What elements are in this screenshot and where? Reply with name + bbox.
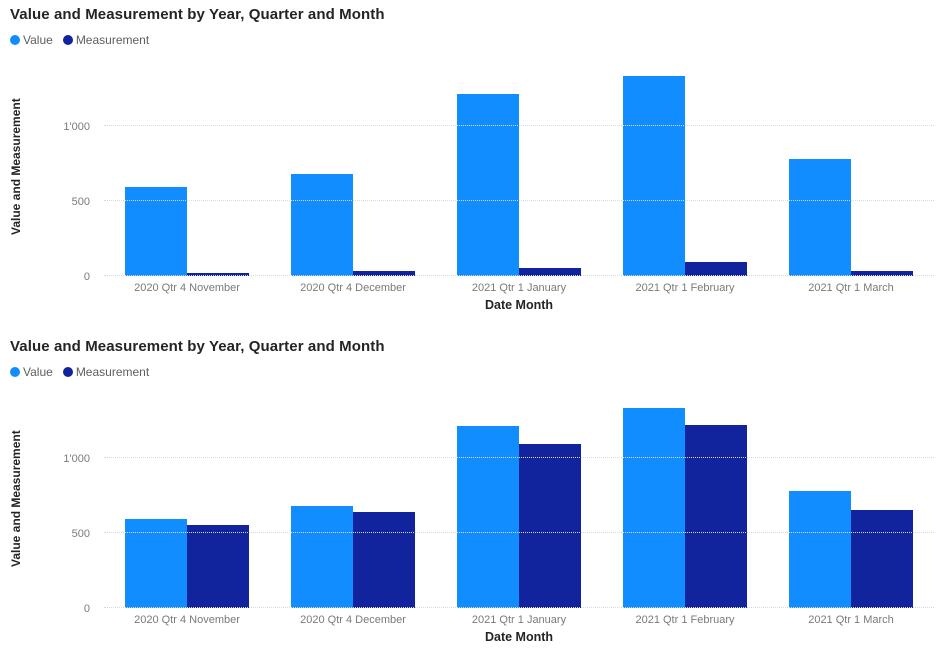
x-axis-title: Date Month: [484, 298, 554, 312]
x-axis-title: Date Month: [484, 630, 554, 644]
x-tick-label: 2021 Qtr 1 January: [471, 282, 567, 294]
legend-label: Measurement: [75, 33, 150, 47]
bar-measurement[interactable]: [685, 262, 747, 276]
gridline: [104, 124, 934, 126]
bar-group: [602, 390, 768, 608]
bar-measurement[interactable]: [519, 444, 581, 608]
bar-measurement[interactable]: [187, 273, 249, 276]
legend: Value Measurement: [10, 32, 934, 48]
bar-value[interactable]: [125, 187, 187, 276]
bar-chart-top: Value and Measurement by Year, Quarter a…: [8, 6, 934, 312]
x-labels: 2020 Qtr 4 November 2020 Qtr 4 December 20…: [104, 614, 934, 626]
plot-column: 2020 Qtr 4 November 2020 Qtr 4 December 20…: [104, 58, 934, 312]
bar-value[interactable]: [125, 519, 187, 608]
legend-dot-icon: [62, 35, 73, 45]
y-tick-label: 500: [71, 527, 90, 540]
y-axis-title: Value and Measurement: [9, 430, 23, 568]
legend-label: Value: [23, 33, 53, 47]
bar-chart-bottom: Value and Measurement by Year, Quarter a…: [0, 332, 940, 664]
y-tick-label: 1'000: [63, 120, 90, 133]
legend-item-value[interactable]: Value: [10, 33, 53, 47]
x-labels: 2020 Qtr 4 November 2020 Qtr 4 December 20…: [104, 282, 934, 294]
bar-measurement[interactable]: [685, 424, 747, 608]
legend-label: Value: [23, 365, 53, 379]
bar-group: [436, 390, 602, 608]
y-axis-title: Value and Measurement: [9, 98, 23, 236]
y-tick-label: 1'000: [63, 452, 90, 465]
y-tick-label: 0: [83, 603, 90, 615]
legend-item-value[interactable]: Value: [10, 365, 53, 379]
bar-group: [768, 58, 934, 276]
bar-group: [104, 58, 270, 276]
bar-group: [436, 58, 602, 276]
bar-measurement[interactable]: [519, 268, 581, 276]
bar-group: [768, 390, 934, 608]
gridline: [104, 275, 934, 276]
legend-dot-icon: [10, 367, 20, 377]
bar-value[interactable]: [457, 94, 519, 276]
chart-body: Value and Measurement 0 500 1'000 2020 Qtr…: [8, 58, 934, 312]
y-tick-label: 500: [71, 195, 90, 208]
bar-measurement[interactable]: [851, 270, 913, 276]
bar-value[interactable]: [457, 426, 519, 608]
y-tick-label: 0: [83, 271, 90, 283]
x-tick-label: 2020 Qtr 4 December: [300, 614, 406, 626]
bar-group: [270, 58, 436, 276]
bar-group: [270, 390, 436, 608]
bar-measurement[interactable]: [851, 510, 913, 608]
gridline: [104, 607, 934, 608]
legend-label: Measurement: [75, 365, 150, 379]
x-tick-label: 2020 Qtr 4 November: [134, 282, 240, 294]
chart-title: Value and Measurement by Year, Quarter a…: [10, 338, 385, 355]
bar-measurement[interactable]: [187, 524, 249, 608]
bar-value[interactable]: [789, 159, 851, 276]
x-tick-label: 2021 Qtr 1 March: [808, 614, 894, 626]
gridline: [104, 456, 934, 458]
bar-group: [104, 390, 270, 608]
plot-area: [104, 390, 934, 608]
bar-value[interactable]: [623, 76, 685, 276]
bar-value[interactable]: [291, 505, 353, 608]
x-tick-label: 2020 Qtr 4 December: [300, 282, 406, 294]
chart-title: Value and Measurement by Year, Quarter a…: [10, 6, 385, 23]
gridline: [104, 199, 934, 201]
gridline: [104, 531, 934, 533]
bar-value[interactable]: [291, 173, 353, 276]
x-tick-label: 2020 Qtr 4 November: [134, 614, 240, 626]
x-tick-label: 2021 Qtr 1 February: [635, 614, 735, 626]
legend-item-measurement[interactable]: Measurement: [62, 33, 150, 47]
y-ticks: 0 500 1'000: [24, 58, 104, 283]
x-tick-label: 2021 Qtr 1 February: [635, 282, 735, 294]
legend-dot-icon: [10, 35, 20, 45]
legend-item-measurement[interactable]: Measurement: [62, 365, 150, 379]
bar-measurement[interactable]: [353, 270, 415, 276]
bars-row: [104, 58, 934, 276]
plot-area: [104, 58, 934, 276]
plot-column: 2020 Qtr 4 November 2020 Qtr 4 December 20…: [104, 390, 934, 644]
legend-dot-icon: [62, 367, 73, 377]
bar-measurement[interactable]: [353, 511, 415, 608]
legend: Value Measurement: [10, 364, 934, 380]
bar-value[interactable]: [789, 491, 851, 608]
x-tick-label: 2021 Qtr 1 January: [471, 614, 567, 626]
y-ticks: 0 500 1'000: [24, 390, 104, 615]
bars-row: [104, 390, 934, 608]
bar-value[interactable]: [623, 408, 685, 608]
bar-group: [602, 58, 768, 276]
x-tick-label: 2021 Qtr 1 March: [808, 282, 894, 294]
chart-body: Value and Measurement 0 500 1'000 2020 Qtr…: [8, 390, 934, 644]
